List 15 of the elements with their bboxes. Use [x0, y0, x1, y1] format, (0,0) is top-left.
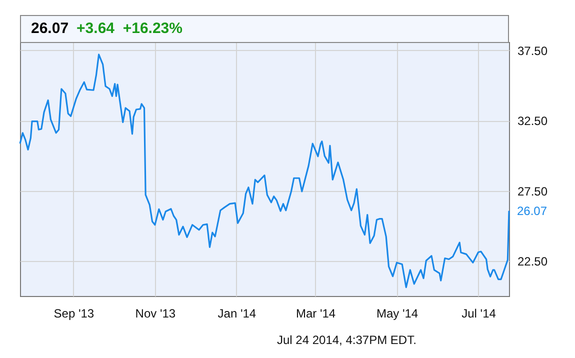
y-tick-label: 32.50 [518, 114, 548, 128]
y-tick-label: 27.50 [518, 184, 548, 198]
x-tick-label: Jul '14 [462, 306, 496, 320]
y-tick-label: 22.50 [518, 254, 548, 268]
chart-title: 26.07 [31, 20, 69, 37]
x-tick-label: May '14 [376, 306, 418, 320]
text: Jul 24 2014, 4:37PM EDT. [277, 333, 416, 347]
x-tick-label: Sep '13 [54, 306, 94, 320]
chart-subtitle: +3.64 +16.23% [76, 20, 182, 37]
x-tick-label: Jan '14 [218, 306, 256, 320]
x-tick-label: Nov '13 [135, 306, 176, 320]
annotation: 26.07 [517, 204, 548, 218]
x-tick-label: Mar '14 [296, 306, 336, 320]
y-tick-label: 37.50 [518, 44, 548, 58]
line-series [19, 54, 510, 288]
